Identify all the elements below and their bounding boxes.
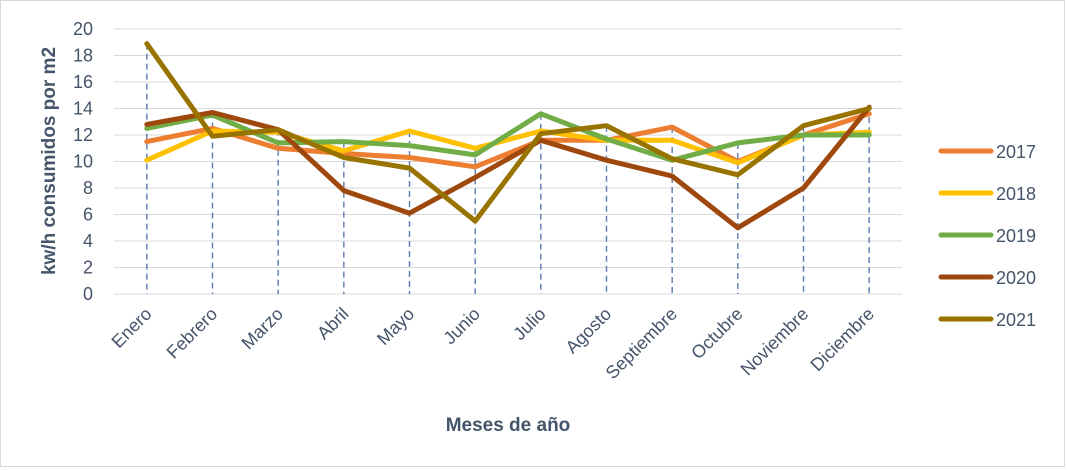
legend: 2017 2018 2019 2020 2021 [938, 142, 1036, 330]
y-tick-label: 10 [73, 152, 93, 172]
y-tick-label: 4 [83, 231, 93, 251]
series-line-2020 [144, 104, 872, 231]
y-tick-label: 0 [83, 284, 93, 304]
legend-label: 2017 [996, 142, 1036, 162]
y-tick-label: 16 [73, 72, 93, 92]
drop-lines [146, 43, 870, 294]
series-lines [144, 41, 872, 231]
x-tick-label: Enero [108, 304, 156, 352]
x-axis-title: Meses de año [446, 415, 571, 436]
y-tick-label: 14 [73, 99, 93, 119]
legend-label: 2020 [996, 268, 1036, 288]
x-tick-label: Febrero [163, 304, 222, 363]
x-axis-ticks: Enero Febrero Marzo Abril Mayo Junio Julio Agos… [108, 304, 878, 383]
series-line-2019 [144, 111, 872, 163]
y-tick-label: 20 [73, 19, 93, 39]
legend-label: 2018 [996, 184, 1036, 204]
legend-label: 2021 [996, 310, 1036, 330]
y-tick-label: 6 [83, 205, 93, 225]
x-tick-label: Julio [509, 304, 549, 344]
y-tick-label: 8 [83, 178, 93, 198]
x-tick-label: Junio [439, 304, 484, 349]
legend-label: 2019 [996, 226, 1036, 246]
y-axis-title: kw/h consumidos por m2 [39, 47, 60, 275]
y-tick-label: 2 [83, 258, 93, 278]
x-tick-label: Marzo [237, 304, 287, 354]
x-tick-label: Mayo [373, 304, 418, 349]
series-line-2021 [144, 41, 872, 224]
x-tick-label: Septiembre [602, 304, 681, 383]
y-tick-label: 18 [73, 46, 93, 66]
x-tick-label: Octubre [687, 304, 746, 363]
x-tick-label: Diciembre [807, 304, 878, 375]
x-tick-label: Abril [313, 304, 353, 344]
x-tick-label: Agosto [562, 304, 616, 358]
y-tick-label: 12 [73, 125, 93, 145]
y-axis-ticks: 0 2 4 6 8 10 12 14 16 18 20 [73, 19, 93, 304]
x-tick-label: Noviembre [737, 304, 813, 380]
